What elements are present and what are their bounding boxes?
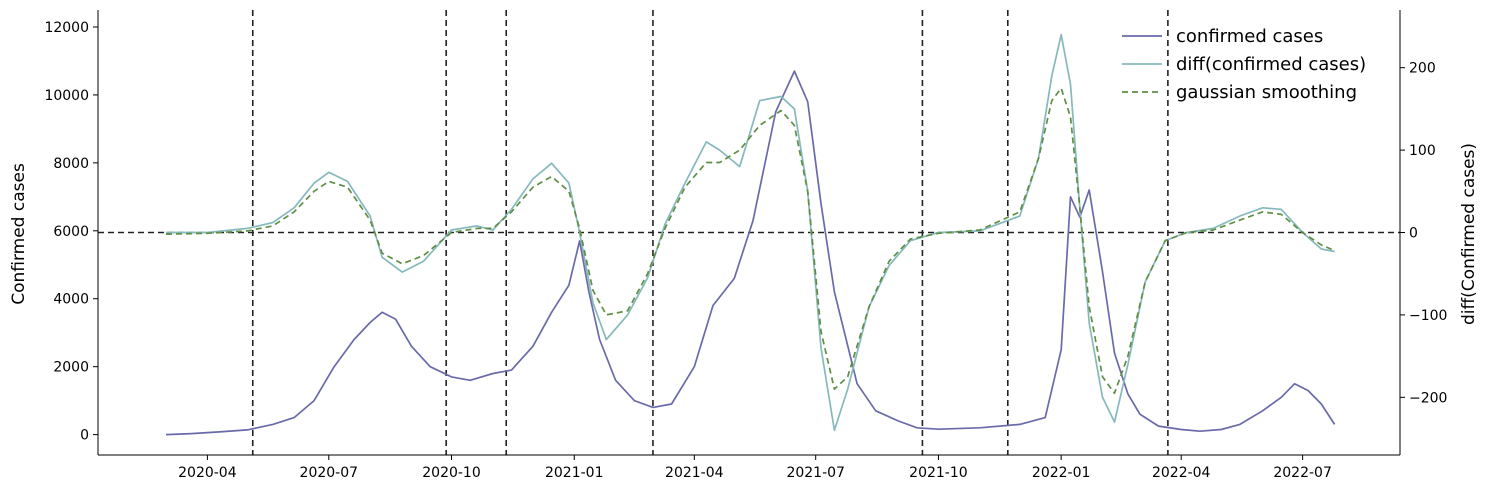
y-right-tick-label: −100: [1409, 308, 1447, 324]
ticks: 0 2000 4000 6000 8000 10000 12000 −200 −100 0 100 2…: [44, 20, 1447, 481]
legend-label: confirmed cases: [1176, 26, 1323, 47]
x-tick-label: 2022-04: [1152, 465, 1211, 481]
series-line-2: [166, 33, 1335, 432]
y-axis-right-title: diff(Confirmed cases): [1459, 143, 1479, 325]
x-tick-label: 2021-10: [909, 465, 968, 481]
series-lines: [165, 33, 1336, 436]
series-line-3: [165, 87, 1335, 395]
y-axis-left-title: Confirmed cases: [9, 163, 29, 305]
y-left-tick-label: 2000: [53, 360, 89, 376]
x-tick-label: 2021-07: [786, 465, 845, 481]
y-left-tick-label: 4000: [53, 292, 89, 308]
x-tick-label: 2021-01: [545, 465, 604, 481]
legend-label: diff(confirmed cases): [1176, 54, 1366, 75]
y-right-tick-label: 0: [1409, 226, 1418, 242]
x-tick-label: 2020-07: [300, 465, 359, 481]
x-tick-label: 2022-01: [1032, 465, 1091, 481]
legend-label: gaussian smoothing: [1176, 82, 1357, 103]
y-left-tick-label: 10000: [44, 88, 89, 104]
x-tick-label: 2020-04: [178, 465, 237, 481]
y-left-tick-label: 6000: [53, 224, 89, 240]
y-left-tick-label: 12000: [44, 20, 89, 36]
series-line-1: [165, 70, 1336, 436]
y-right-tick-label: 200: [1409, 61, 1436, 77]
y-right-tick-label: −200: [1409, 390, 1447, 406]
y-right-tick-label: 100: [1409, 143, 1436, 159]
x-tick-label: 2020-10: [422, 465, 481, 481]
legend: confirmed cases diff(confirmed cases) gaus…: [1122, 26, 1366, 103]
y-left-tick-label: 0: [80, 428, 89, 444]
y-left-tick-label: 8000: [53, 156, 89, 172]
x-tick-label: 2022-07: [1273, 465, 1332, 481]
x-tick-label: 2021-04: [665, 465, 724, 481]
